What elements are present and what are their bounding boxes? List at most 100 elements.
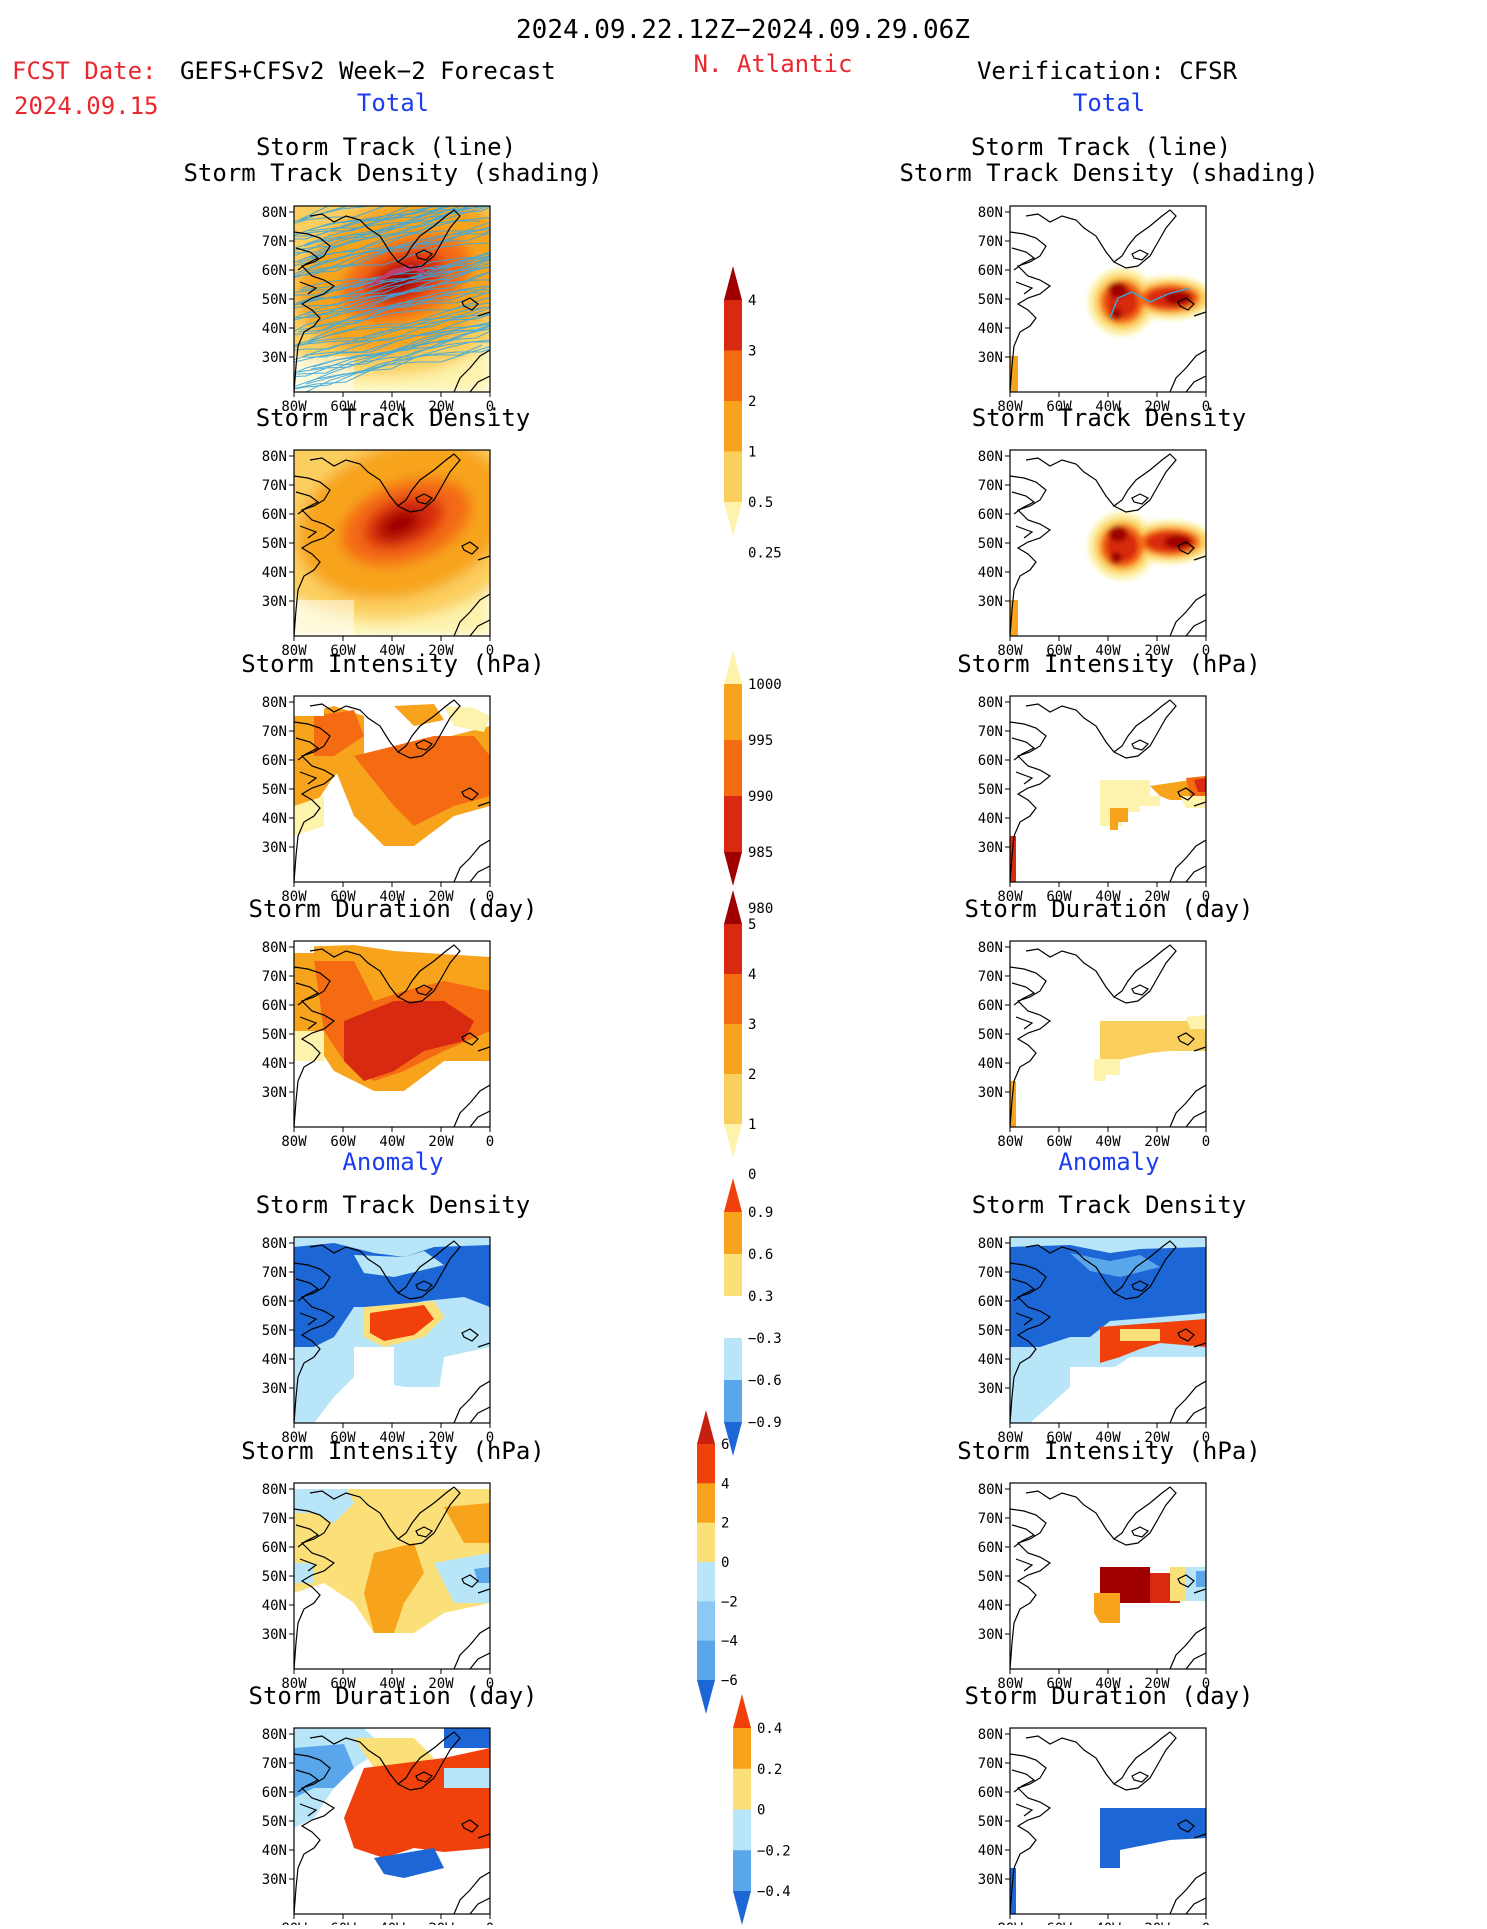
colorbar-segment [697, 1562, 715, 1602]
map-intensity-forecast: 80W 60W 40W 20W 0 80N 70N 60N 50N 40N 30N [262, 695, 495, 905]
lon-tick-label: 60W [330, 1676, 356, 1692]
title-duration-right: Storm Duration (day) [965, 895, 1254, 923]
lon-tick-label: 0 [486, 1430, 494, 1446]
region-title: N. Atlantic [694, 50, 853, 78]
lat-tick-label: 50N [262, 1814, 287, 1830]
map-track-verification: 80W 60W 40W 20W 0 80N 70N 60N 50N 40N 30N [978, 205, 1211, 415]
title-intensity-left: Storm Intensity (hPa) [241, 650, 544, 678]
colorbar-top-arrow [724, 650, 742, 684]
lat-tick-label: 60N [978, 507, 1003, 523]
lon-tick-label: 80W [997, 1430, 1023, 1446]
map-track-forecast: 80W 60W 40W 20W 0 80N 70N 60N 50N 40N 30N [262, 205, 495, 415]
lon-tick-label: 40W [379, 399, 405, 415]
lon-tick-label: 20W [428, 643, 454, 659]
lon-tick-label: 0 [1202, 1676, 1210, 1692]
lat-tick-label: 30N [262, 1627, 287, 1643]
colorbar-duration_anom: 0.4 0.2 0 −0.2 −0.4 [733, 1694, 791, 1925]
lon-tick-label: 40W [379, 1430, 405, 1446]
title-anom-duration-right: Storm Duration (day) [965, 1682, 1254, 1710]
lon-tick-label: 60W [330, 399, 356, 415]
lat-tick-label: 40N [262, 811, 287, 827]
lat-tick-label: 30N [262, 1872, 287, 1888]
lon-tick-label: 20W [1144, 399, 1170, 415]
fcst-model: GEFS+CFSv2 Week−2 Forecast [180, 57, 556, 85]
lat-tick-label: 80N [262, 1482, 287, 1498]
colorbar-segment [733, 1768, 751, 1810]
map-anom-intensity-forecast-fields [294, 1483, 490, 1669]
colorbar-segment [724, 1254, 742, 1297]
lon-tick-label: 20W [1144, 1134, 1170, 1150]
lon-tick-label: 80W [281, 889, 307, 905]
colorbar-segment [697, 1601, 715, 1642]
colorbar-label: 985 [748, 845, 773, 861]
lon-tick-label: 20W [428, 1921, 454, 1925]
lon-tick-label: 40W [1095, 1430, 1121, 1446]
lat-tick-label: 60N [262, 998, 287, 1014]
colorbar-segment [724, 300, 742, 351]
map-intensity-verification: 80W 60W 40W 20W 0 80N 70N 60N 50N 40N 30N [978, 695, 1211, 905]
lat-tick-label: 30N [978, 594, 1003, 610]
map-track-forecast-fields [294, 206, 490, 392]
map-intensity-verification-fields [1010, 696, 1206, 882]
colorbar-label: 0.9 [748, 1205, 773, 1221]
colorbar-label: 4 [721, 1476, 729, 1492]
colorbar-label: 5 [748, 917, 756, 933]
lat-tick-label: 30N [262, 840, 287, 856]
lat-tick-label: 50N [978, 536, 1003, 552]
title-anom-density-left: Storm Track Density [256, 1191, 531, 1219]
grid-cells [294, 704, 490, 846]
colorbar-label: 0.5 [748, 495, 773, 511]
lon-tick-label: 60W [1046, 1134, 1072, 1150]
lon-tick-label: 0 [486, 1134, 494, 1150]
lon-tick-label: 0 [1202, 889, 1210, 905]
lon-tick-label: 20W [1144, 1921, 1170, 1925]
title-anom-intensity-left: Storm Intensity (hPa) [241, 1437, 544, 1465]
map-density-forecast-coastline [294, 453, 490, 636]
lat-tick-label: 30N [262, 1381, 287, 1397]
map-density-verification-fields [1010, 450, 1206, 636]
lon-tick-label: 60W [1046, 399, 1072, 415]
colorbar-label: 0.25 [748, 546, 782, 562]
map-duration-verification-coastline [1010, 944, 1206, 1127]
colorbar-segment [724, 1380, 742, 1423]
colorbar-label: 0.2 [757, 1762, 782, 1778]
colorbar-segment [697, 1483, 715, 1524]
lat-tick-label: 80N [978, 1482, 1003, 1498]
lat-tick-label: 40N [262, 321, 287, 337]
lon-tick-label: 0 [486, 1676, 494, 1692]
lat-tick-label: 80N [262, 449, 287, 465]
grid-cells [294, 945, 490, 1091]
colorbar-label: 2 [748, 1067, 756, 1083]
lon-tick-label: 20W [1144, 1430, 1170, 1446]
map-density-verification: 80W 60W 40W 20W 0 80N 70N 60N 50N 40N 30N [978, 449, 1211, 659]
colorbar-segment [724, 1296, 742, 1339]
colorbar-label: 1000 [748, 677, 782, 693]
title-track-line-right: Storm Track (line) [971, 133, 1231, 161]
colorbar-segment [724, 350, 742, 402]
lat-tick-label: 40N [978, 811, 1003, 827]
title-anom-intensity-right: Storm Intensity (hPa) [957, 1437, 1260, 1465]
colorbar-label: −6 [721, 1673, 738, 1689]
lat-tick-label: 40N [262, 1352, 287, 1368]
section-anomaly-right: Anomaly [1058, 1148, 1159, 1176]
lon-tick-label: 20W [428, 1430, 454, 1446]
lon-tick-label: 0 [486, 889, 494, 905]
map-anom-density-verification: 80W 60W 40W 20W 0 80N 70N 60N 50N 40N 30N [978, 1236, 1211, 1446]
colorbar-label: 1 [748, 1117, 756, 1133]
grid-cells [1010, 1237, 1206, 1423]
lat-tick-label: 50N [978, 1814, 1003, 1830]
map-anom-duration-forecast-coastline [294, 1731, 490, 1914]
colorbar-label: 2 [748, 394, 756, 410]
colorbar-label: 1 [748, 445, 756, 461]
panel-titles: Storm Track (line) Storm Track Density (… [183, 133, 1318, 1710]
colorbar-top-arrow [724, 890, 742, 924]
map-duration-forecast: 80W 60W 40W 20W 0 80N 70N 60N 50N 40N 30N [262, 940, 495, 1150]
lat-tick-label: 60N [262, 1294, 287, 1310]
lat-tick-label: 40N [262, 1598, 287, 1614]
colorbar-top-arrow [733, 1694, 751, 1728]
title-anom-density-right: Storm Track Density [972, 1191, 1247, 1219]
lon-tick-label: 20W [428, 889, 454, 905]
colorbar-label: 3 [748, 344, 756, 360]
colorbar-segment [724, 974, 742, 1025]
lat-tick-label: 40N [978, 1598, 1003, 1614]
